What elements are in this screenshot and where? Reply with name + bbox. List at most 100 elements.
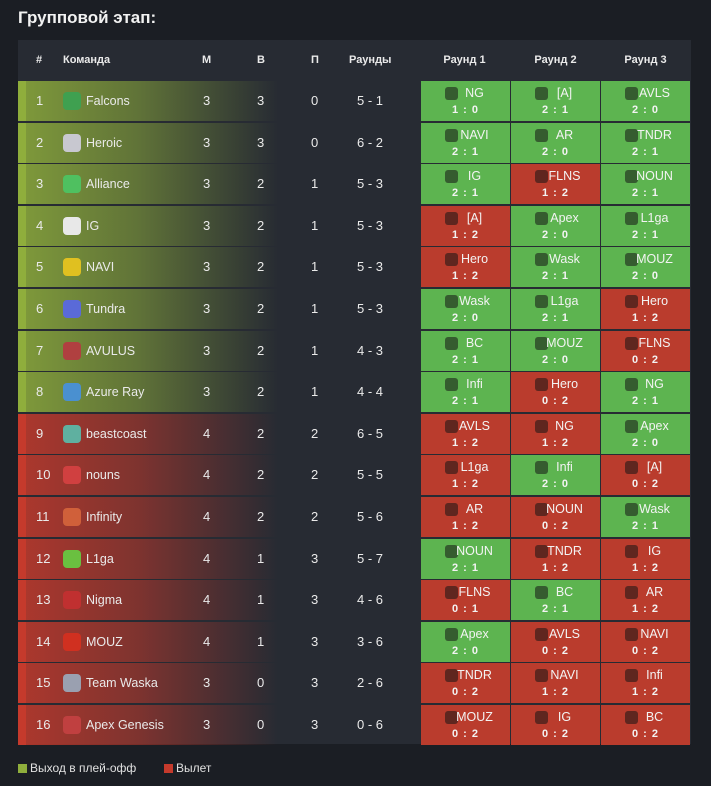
- table-row[interactable]: [18, 81, 419, 121]
- match-result-round1[interactable]: [A] 1 : 2: [421, 206, 510, 246]
- team-name: Falcons: [86, 94, 130, 108]
- matches-count: 3: [203, 717, 211, 732]
- match-result-round2[interactable]: FLNS 1 : 2: [511, 164, 600, 204]
- match-result-round3[interactable]: Wask 2 : 1: [601, 497, 690, 537]
- match-result-round1[interactable]: Hero 1 : 2: [421, 247, 510, 287]
- opponent-logo-icon: [445, 253, 458, 266]
- match-result-round1[interactable]: AVLS 1 : 2: [421, 414, 510, 454]
- table-row[interactable]: [18, 580, 419, 620]
- table-row[interactable]: [18, 372, 419, 412]
- opponent-logo-icon: [445, 545, 458, 558]
- table-row[interactable]: [18, 289, 419, 329]
- losses-count: 3: [311, 634, 319, 649]
- match-result-round3[interactable]: [A] 0 : 2: [601, 455, 690, 495]
- table-row[interactable]: [18, 455, 419, 495]
- opponent-name: IG: [467, 169, 482, 183]
- table-row[interactable]: [18, 164, 419, 204]
- opponent-name: Wask: [549, 252, 580, 266]
- matches-count: 4: [203, 634, 211, 649]
- match-result-round2[interactable]: L1ga 2 : 1: [511, 289, 600, 329]
- table-row[interactable]: [18, 247, 419, 287]
- match-result-round2[interactable]: [A] 2 : 1: [511, 81, 600, 121]
- opponent-logo-icon: [625, 669, 638, 682]
- opponent-name: Hero: [460, 252, 489, 266]
- opponent-name: AVLS: [548, 627, 581, 641]
- rounds-score: 2 - 6: [357, 675, 384, 690]
- opponent-name: AVLS: [638, 86, 671, 100]
- row-position: 11: [36, 509, 50, 524]
- losses-count: 1: [311, 301, 319, 316]
- match-result-round1[interactable]: TNDR 0 : 2: [421, 663, 510, 703]
- match-result-round3[interactable]: Hero 1 : 2: [601, 289, 690, 329]
- match-result-round3[interactable]: Apex 2 : 0: [601, 414, 690, 454]
- match-result-round3[interactable]: TNDR 2 : 1: [601, 123, 690, 163]
- match-result-round2[interactable]: MOUZ 2 : 0: [511, 331, 600, 371]
- qualify-indicator: [18, 123, 26, 163]
- opponent-logo-icon: [535, 628, 548, 641]
- match-result-round1[interactable]: NAVI 2 : 1: [421, 123, 510, 163]
- opponent-name: [A]: [556, 86, 573, 100]
- match-result-round1[interactable]: NG 1 : 0: [421, 81, 510, 121]
- match-result-round1[interactable]: Wask 2 : 0: [421, 289, 510, 329]
- match-result-round1[interactable]: BC 2 : 1: [421, 331, 510, 371]
- match-result-round2[interactable]: NOUN 0 : 2: [511, 497, 600, 537]
- table-row[interactable]: [18, 539, 419, 579]
- match-result-round1[interactable]: L1ga 1 : 2: [421, 455, 510, 495]
- navi-icon: [63, 258, 81, 276]
- match-result-round3[interactable]: BC 0 : 2: [601, 705, 690, 745]
- match-score: 1 : 2: [451, 229, 479, 241]
- matches-count: 3: [203, 93, 211, 108]
- table-row[interactable]: [18, 414, 419, 454]
- opponent-name: Wask: [639, 502, 670, 516]
- match-result-round1[interactable]: NOUN 2 : 1: [421, 539, 510, 579]
- match-result-round1[interactable]: Apex 2 : 0: [421, 622, 510, 662]
- wins-count: 2: [257, 384, 265, 399]
- match-result-round2[interactable]: AVLS 0 : 2: [511, 622, 600, 662]
- opponent-logo-icon: [625, 253, 638, 266]
- table-row[interactable]: [18, 206, 419, 246]
- table-row[interactable]: [18, 622, 419, 662]
- opponent-logo-icon: [445, 503, 458, 516]
- match-result-round3[interactable]: Infi 1 : 2: [601, 663, 690, 703]
- match-result-round2[interactable]: NAVI 1 : 2: [511, 663, 600, 703]
- table-row[interactable]: [18, 663, 419, 703]
- opponent-logo-icon: [535, 337, 548, 350]
- match-result-round3[interactable]: MOUZ 2 : 0: [601, 247, 690, 287]
- table-row[interactable]: [18, 331, 419, 371]
- match-result-round2[interactable]: Infi 2 : 0: [511, 455, 600, 495]
- rounds-score: 5 - 5: [357, 467, 384, 482]
- match-result-round3[interactable]: IG 1 : 2: [601, 539, 690, 579]
- opponent-name: Apex: [550, 211, 579, 225]
- match-result-round2[interactable]: AR 2 : 0: [511, 123, 600, 163]
- table-row[interactable]: [18, 123, 419, 163]
- table-row[interactable]: [18, 497, 419, 537]
- match-result-round2[interactable]: TNDR 1 : 2: [511, 539, 600, 579]
- opponent-name: FLNS: [638, 336, 671, 350]
- match-result-round2[interactable]: NG 1 : 2: [511, 414, 600, 454]
- wins-count: 0: [257, 717, 265, 732]
- match-result-round3[interactable]: FLNS 0 : 2: [601, 331, 690, 371]
- match-result-round2[interactable]: Apex 2 : 0: [511, 206, 600, 246]
- match-result-round2[interactable]: Wask 2 : 1: [511, 247, 600, 287]
- match-result-round1[interactable]: Infi 2 : 1: [421, 372, 510, 412]
- match-result-round3[interactable]: AR 1 : 2: [601, 580, 690, 620]
- table-row[interactable]: [18, 705, 419, 745]
- match-result-round1[interactable]: AR 1 : 2: [421, 497, 510, 537]
- match-result-round1[interactable]: MOUZ 0 : 2: [421, 705, 510, 745]
- row-position: 4: [36, 218, 44, 233]
- opponent-logo-icon: [445, 669, 458, 682]
- match-result-round3[interactable]: NAVI 0 : 2: [601, 622, 690, 662]
- opponent-logo-icon: [445, 295, 458, 308]
- match-result-round2[interactable]: IG 0 : 2: [511, 705, 600, 745]
- match-result-round3[interactable]: L1ga 2 : 1: [601, 206, 690, 246]
- opponent-logo-icon: [535, 129, 548, 142]
- match-result-round3[interactable]: AVLS 2 : 0: [601, 81, 690, 121]
- match-result-round1[interactable]: IG 2 : 1: [421, 164, 510, 204]
- match-result-round3[interactable]: NG 2 : 1: [601, 372, 690, 412]
- opponent-logo-icon: [625, 420, 638, 433]
- match-result-round2[interactable]: BC 2 : 1: [511, 580, 600, 620]
- row-position: 2: [36, 135, 44, 150]
- match-result-round1[interactable]: FLNS 0 : 1: [421, 580, 510, 620]
- match-result-round2[interactable]: Hero 0 : 2: [511, 372, 600, 412]
- match-result-round3[interactable]: NOUN 2 : 1: [601, 164, 690, 204]
